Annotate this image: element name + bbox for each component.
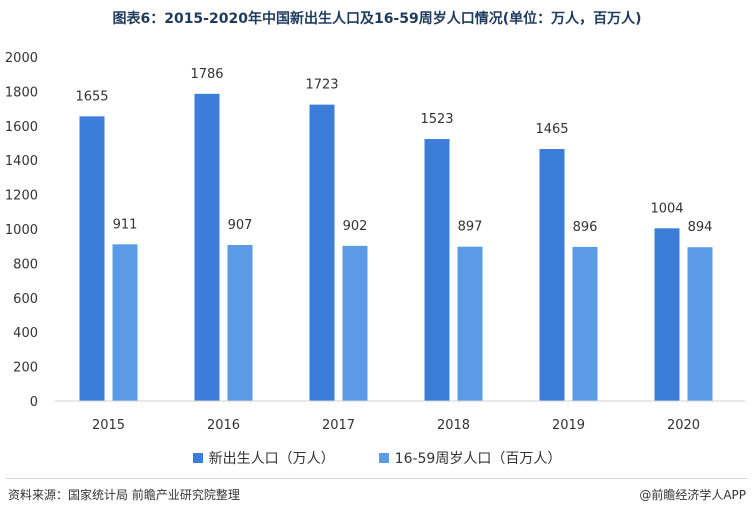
data-label: 1004 bbox=[650, 201, 683, 216]
data-label: 1523 bbox=[420, 112, 453, 127]
data-label: 897 bbox=[458, 220, 483, 235]
source-note: 资料来源：国家统计局 前瞻产业研究院整理 bbox=[8, 488, 240, 502]
bar-working-age bbox=[687, 247, 713, 401]
data-label: 1723 bbox=[305, 78, 338, 93]
x-tick-label: 2018 bbox=[437, 418, 470, 433]
y-tick-label: 0 bbox=[30, 395, 38, 410]
legend-item-births: 新出生人口（万人） bbox=[192, 448, 335, 468]
data-label: 1655 bbox=[75, 89, 108, 104]
bar-births bbox=[309, 104, 335, 402]
legend: 新出生人口（万人） 16-59周岁人口（百万人） bbox=[0, 448, 754, 468]
bar-births bbox=[654, 228, 680, 401]
data-label: 911 bbox=[113, 217, 138, 232]
x-tick-label: 2016 bbox=[207, 418, 240, 433]
data-label: 894 bbox=[688, 220, 713, 235]
bar-working-age bbox=[227, 244, 253, 401]
legend-label-births: 新出生人口（万人） bbox=[208, 451, 335, 467]
y-tick-label: 2000 bbox=[5, 51, 38, 66]
y-tick-label: 1400 bbox=[5, 154, 38, 169]
bars: 1655 911 1786 907 1723 902 1523 897 1465 896 1004 8… bbox=[75, 67, 713, 402]
data-label: 907 bbox=[228, 218, 253, 233]
legend-item-working-age: 16-59周岁人口（百万人） bbox=[378, 448, 562, 468]
chart-title: 图表6：2015-2020年中国新出生人口及16-59周岁人口情况(单位：万人，… bbox=[112, 11, 642, 27]
data-label: 1465 bbox=[535, 122, 568, 137]
x-tick-label: 2020 bbox=[667, 418, 700, 433]
credit-note: @前瞻经济学人APP bbox=[639, 488, 746, 502]
legend-swatch-working-age bbox=[378, 453, 389, 463]
y-tick-label: 1200 bbox=[5, 189, 38, 204]
x-axis: 2015 2016 2017 2018 2019 2020 bbox=[55, 400, 745, 433]
y-tick-label: 800 bbox=[13, 257, 38, 272]
y-tick-label: 1800 bbox=[5, 85, 38, 100]
bar-working-age bbox=[457, 246, 483, 401]
bar-births bbox=[424, 139, 450, 401]
y-tick-label: 600 bbox=[13, 292, 38, 307]
x-tick-label: 2019 bbox=[552, 418, 585, 433]
legend-swatch-births bbox=[192, 453, 203, 463]
footer-divider bbox=[6, 478, 748, 479]
y-tick-label: 200 bbox=[13, 361, 38, 376]
y-axis: 0 200 400 600 800 1000 1200 1400 1600 1800 2000 bbox=[5, 51, 38, 410]
data-label: 896 bbox=[573, 220, 598, 235]
data-label: 902 bbox=[343, 219, 368, 234]
y-tick-label: 400 bbox=[13, 326, 38, 341]
y-tick-label: 1600 bbox=[5, 120, 38, 135]
legend-label-working-age: 16-59周岁人口（百万人） bbox=[394, 451, 562, 467]
bar-chart: 0 200 400 600 800 1000 1200 1400 1600 1800 2000 16… bbox=[5, 51, 745, 433]
data-label: 1786 bbox=[190, 67, 223, 82]
bar-working-age bbox=[572, 246, 598, 401]
x-tick-label: 2017 bbox=[322, 418, 355, 433]
bar-births bbox=[79, 116, 105, 401]
bar-births bbox=[194, 93, 220, 402]
bar-births bbox=[539, 149, 565, 401]
x-tick-label: 2015 bbox=[92, 418, 125, 433]
y-tick-label: 1000 bbox=[5, 223, 38, 238]
bar-working-age bbox=[342, 245, 368, 401]
bar-working-age bbox=[112, 244, 138, 401]
